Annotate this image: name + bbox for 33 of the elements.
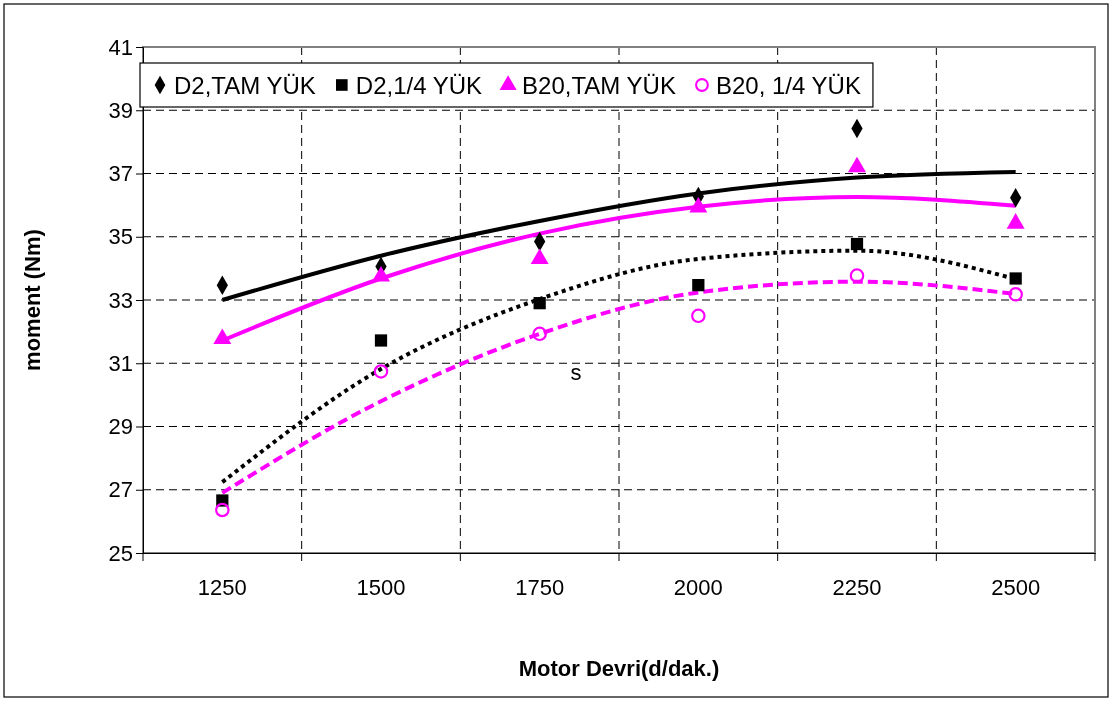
x-tick-label: 1500 bbox=[356, 574, 406, 600]
y-tick-label: 25 bbox=[108, 540, 133, 566]
x-axis-title: Motor Devri(d/dak.) bbox=[518, 656, 720, 681]
point bbox=[374, 334, 388, 347]
point bbox=[215, 502, 230, 518]
y-tick-label: 31 bbox=[108, 350, 133, 376]
point bbox=[1008, 287, 1023, 302]
point bbox=[532, 326, 547, 342]
annotation: s bbox=[570, 360, 582, 385]
legend-label: B20,TAM YÜK bbox=[522, 72, 676, 99]
point bbox=[691, 308, 706, 324]
y-tick-label: 27 bbox=[108, 477, 133, 503]
y-tick-label: 35 bbox=[108, 224, 133, 250]
y-tick-label: 41 bbox=[108, 34, 133, 60]
y-tick-label: 39 bbox=[108, 97, 133, 123]
y-tick-label: 33 bbox=[108, 287, 133, 313]
x-tick-label: 2000 bbox=[673, 574, 723, 600]
point bbox=[849, 268, 865, 283]
point bbox=[533, 297, 546, 310]
y-tick-label: 29 bbox=[108, 414, 133, 440]
y-tick-label: 37 bbox=[108, 161, 133, 187]
legend-label: D2,TAM YÜK bbox=[174, 72, 316, 99]
x-tick-label: 2250 bbox=[832, 574, 882, 600]
point bbox=[1009, 272, 1022, 285]
y-axis-title: moment (Nm) bbox=[20, 229, 45, 371]
x-tick-label: 1250 bbox=[197, 574, 247, 600]
point bbox=[692, 279, 705, 292]
point bbox=[850, 237, 864, 251]
legend-label: D2,1/4 YÜK bbox=[355, 72, 483, 99]
legend-label: B20, 1/4 YÜK bbox=[715, 72, 861, 99]
x-tick-label: 2500 bbox=[991, 574, 1041, 600]
point bbox=[373, 364, 389, 379]
x-tick-label: 1750 bbox=[515, 574, 565, 600]
